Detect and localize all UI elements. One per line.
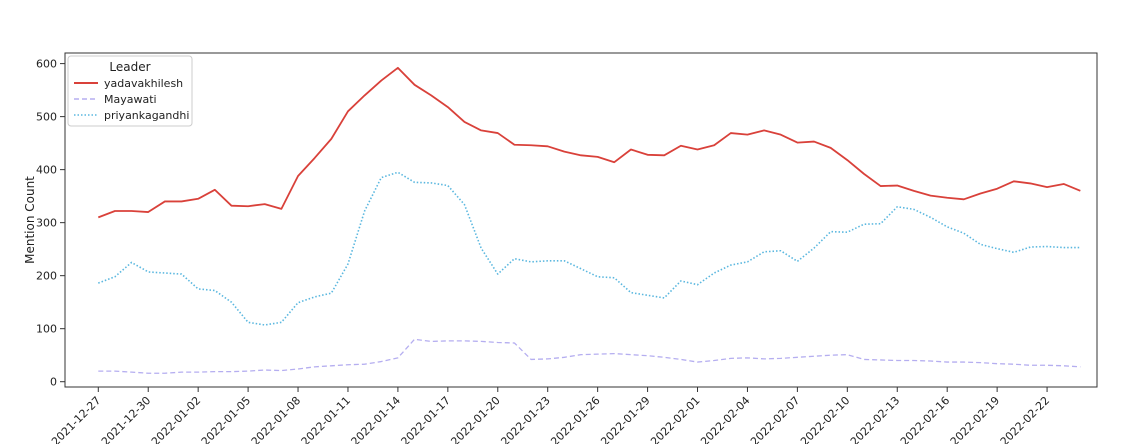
legend-entry-mayawati: Mayawati: [104, 93, 157, 106]
x-tick-label: 2022-01-26: [548, 394, 602, 444]
legend: Leader yadavakhilesh Mayawati priyankaga…: [67, 55, 193, 127]
y-tick-label: 100: [36, 323, 57, 336]
series-line-priyankagandhi: [98, 171, 1081, 326]
x-tick-label: 2022-01-08: [249, 394, 303, 444]
series-line-mayawati: [98, 338, 1081, 374]
x-tick-label: 2022-01-14: [349, 394, 403, 444]
y-tick-label: 0: [50, 376, 57, 389]
legend-box: [67, 55, 193, 127]
legend-entry-priyankagandhi: priyankagandhi: [104, 109, 189, 122]
x-tick-label: 2022-02-19: [948, 394, 1002, 444]
x-tick-label: 2022-02-16: [898, 394, 952, 444]
x-tick-label: 2022-02-04: [698, 394, 752, 444]
plot-frame: [64, 52, 1098, 388]
x-tick-label: 2022-01-23: [498, 394, 552, 444]
x-tick-label: 2022-01-29: [598, 394, 652, 444]
x-tick-label: 2022-02-13: [848, 394, 902, 444]
y-tick-label: 600: [36, 58, 57, 71]
series-lines: [97, 66, 1081, 374]
y-axis-label: Mention Count: [23, 176, 37, 264]
x-axis: 2021-12-272021-12-302022-01-022022-01-05…: [49, 387, 1052, 444]
x-tick-label: 2021-12-27: [49, 394, 103, 444]
y-tick-label: 200: [36, 270, 57, 283]
y-tick-label: 300: [36, 217, 57, 230]
x-tick-label: 2022-02-01: [648, 394, 702, 444]
series-line-yadavakhilesh: [97, 66, 1081, 219]
legend-entry-yadavakhilesh: yadavakhilesh: [104, 77, 183, 90]
x-tick-label: 2022-01-05: [199, 394, 253, 444]
y-axis: 0 100 200 300 400 500 600: [36, 58, 65, 389]
x-tick-label: 2022-02-10: [798, 394, 852, 444]
y-tick-label: 400: [36, 164, 57, 177]
legend-title: Leader: [109, 60, 150, 74]
x-tick-label: 2022-01-02: [149, 394, 203, 444]
x-tick-label: 2021-12-30: [99, 394, 153, 444]
x-tick-label: 2022-01-17: [399, 394, 453, 444]
x-tick-label: 2022-02-07: [748, 394, 802, 444]
y-tick-label: 500: [36, 111, 57, 124]
x-tick-label: 2022-01-11: [299, 394, 353, 444]
x-tick-label: 2022-02-22: [998, 394, 1052, 444]
x-tick-label: 2022-01-20: [448, 394, 502, 444]
